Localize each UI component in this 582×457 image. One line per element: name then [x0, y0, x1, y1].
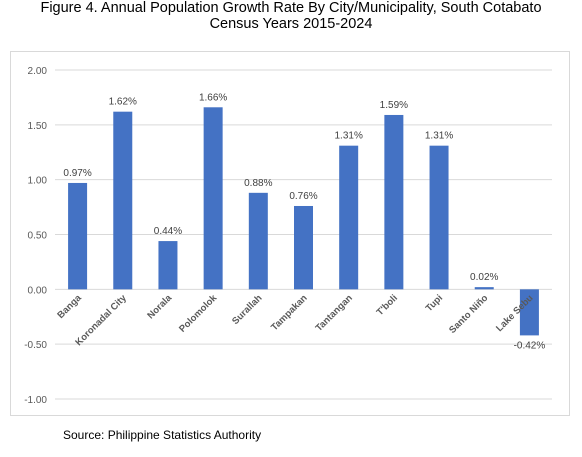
data-label: 1.31% [425, 131, 453, 142]
data-label: 0.76% [289, 191, 317, 202]
y-tick-label: 1.50 [28, 121, 48, 132]
data-label: 1.31% [335, 131, 363, 142]
chart-frame [10, 51, 570, 416]
data-label: -0.42% [514, 340, 546, 351]
bar [248, 192, 268, 290]
source-note: Source: Philippine Statistics Authority [63, 428, 262, 442]
category-label: Norala [145, 292, 174, 321]
y-tick-label: 1.00 [28, 176, 48, 187]
bar [158, 241, 178, 290]
bar [113, 111, 133, 290]
data-label: 0.97% [63, 168, 91, 179]
data-label: 0.44% [154, 226, 182, 237]
category-label: Banga [55, 292, 84, 321]
bar [519, 289, 539, 336]
category-label: T'boli [375, 293, 400, 318]
chart-title-line-2: Census Years 2015-2024 [209, 16, 373, 32]
y-tick-label: 0.00 [28, 285, 48, 296]
category-label: Tampakan [269, 293, 310, 334]
category-label: Tupi [424, 293, 445, 314]
chart-title-line-1: Figure 4. Annual Population Growth Rate … [40, 0, 542, 16]
y-tick-label: -1.00 [24, 395, 47, 406]
bar [384, 114, 404, 290]
data-label: 1.62% [109, 97, 137, 108]
category-label: Surallah [230, 293, 264, 327]
data-label: 1.59% [380, 100, 408, 111]
y-tick-label: -0.50 [24, 340, 47, 351]
category-label: Polomolok [177, 292, 220, 335]
data-label: 0.02% [470, 272, 498, 283]
bar [474, 287, 494, 290]
data-label: 1.66% [199, 92, 227, 103]
y-tick-label: 0.50 [28, 231, 48, 242]
bar [294, 205, 313, 290]
bar [68, 182, 88, 290]
bar [339, 145, 359, 290]
bar [429, 145, 449, 290]
data-label: 0.88% [244, 178, 272, 189]
y-tick-label: 2.00 [28, 66, 48, 77]
category-label: Tantangan [314, 293, 355, 334]
bar [203, 107, 223, 290]
category-label: Santo Niño [447, 293, 490, 336]
